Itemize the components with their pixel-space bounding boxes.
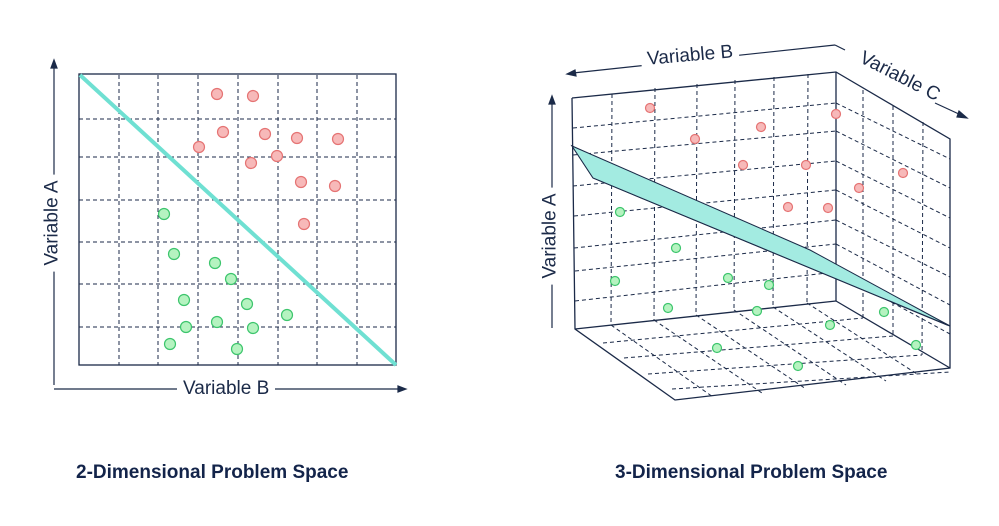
plot-2d [50, 58, 408, 393]
y-axis-label-3d: Variable A [539, 187, 562, 285]
box-frame-3d [571, 71, 951, 401]
y-axis-label-2d: Variable A [41, 174, 64, 272]
plot-frame-2d [78, 73, 397, 366]
red-points-3d [644, 102, 909, 214]
caption-2d: 2-Dimensional Problem Space [76, 462, 349, 483]
decision-boundary-plane-face [570, 144, 951, 327]
red-points-2d [192, 87, 345, 231]
green-points-2d [157, 207, 294, 356]
axes-2d [50, 58, 408, 393]
plot-3d [548, 44, 969, 401]
caption-3d: 3-Dimensional Problem Space [615, 462, 888, 483]
green-points-3d [609, 206, 922, 372]
x-axis-label-2d: Variable B [177, 378, 276, 400]
decision-boundary-line [78, 73, 398, 367]
grid-2d [79, 75, 396, 365]
